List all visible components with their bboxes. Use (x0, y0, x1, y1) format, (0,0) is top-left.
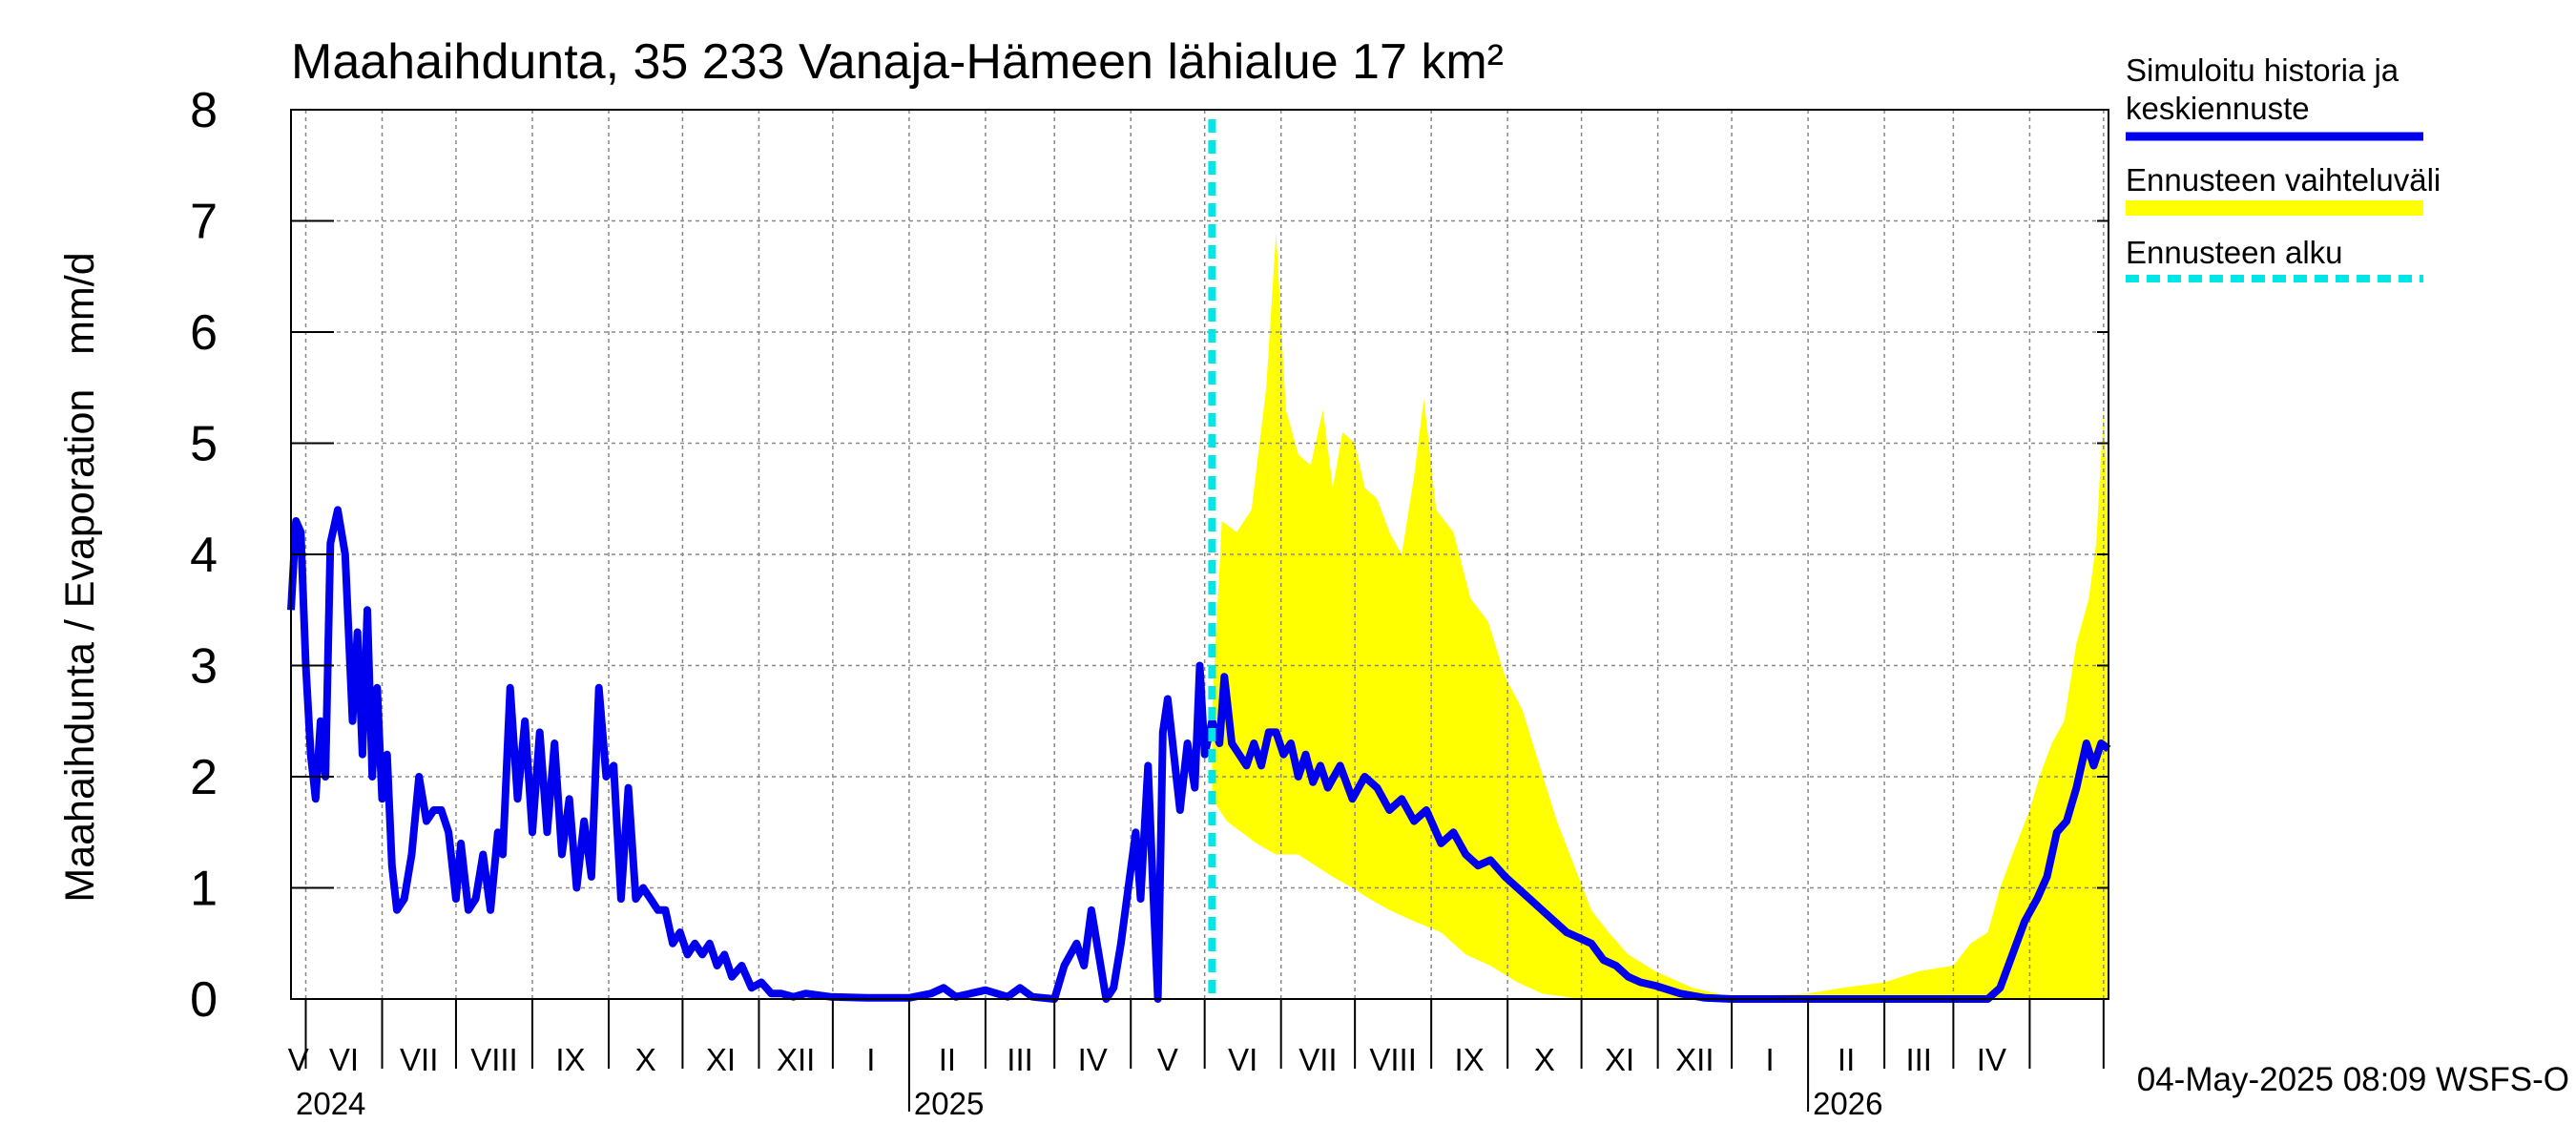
year-label: 2024 (296, 1086, 365, 1121)
year-label: 2025 (914, 1086, 984, 1121)
chart-title: Maahaihdunta, 35 233 Vanaja-Hämeen lähia… (291, 34, 1504, 90)
month-label: VI (329, 1042, 359, 1077)
month-label: X (635, 1042, 656, 1077)
legend: Simuloitu historia ja keskiennuste Ennuste… (2126, 52, 2441, 282)
y-tick-label: 6 (190, 305, 218, 361)
y-tick-label: 1 (190, 862, 218, 917)
month-label: III (1905, 1042, 1932, 1077)
month-label: I (1765, 1042, 1774, 1077)
series-layer (287, 119, 2111, 1003)
y-tick-label: 4 (190, 528, 218, 583)
month-label: IV (1078, 1042, 1108, 1077)
y-tick-label: 8 (190, 83, 218, 138)
x-axis: V VI VII VIII IX X XI XII I II III IV V VI VII VIII IX X X… (288, 999, 2105, 1121)
month-label: II (939, 1042, 956, 1077)
forecast-range-layer (1212, 232, 2109, 1000)
grid-layer (291, 110, 2109, 999)
month-label: VIII (1369, 1042, 1417, 1077)
footer-timestamp: 04-May-2025 08:09 WSFS-O (2137, 1061, 2569, 1098)
y-axis-label: Maahaihdunta / Evaporation mm/d (57, 252, 103, 902)
y-ticks: 0 1 2 3 4 5 6 7 8 (190, 83, 2109, 1028)
month-label: XI (1605, 1042, 1634, 1077)
history-line (287, 506, 2111, 1003)
month-label: I (866, 1042, 875, 1077)
month-label: VII (1298, 1042, 1337, 1077)
month-label: VIII (470, 1042, 518, 1077)
month-label: VII (400, 1042, 438, 1077)
y-tick-label: 2 (190, 750, 218, 805)
year-label: 2026 (1813, 1086, 1882, 1121)
y-tick-label: 5 (190, 417, 218, 472)
legend-label-range: Ennusteen vaihteluväli (2126, 162, 2441, 198)
month-label: III (1007, 1042, 1033, 1077)
y-tick-label: 3 (190, 639, 218, 695)
month-label: V (288, 1042, 309, 1077)
month-label: X (1534, 1042, 1555, 1077)
month-label: II (1838, 1042, 1855, 1077)
y-tick-label: 7 (190, 195, 218, 250)
legend-label-history: Simuloitu historia ja keskiennuste (2126, 52, 2399, 126)
month-label: IX (555, 1042, 585, 1077)
forecast-range-band (1212, 232, 2109, 1000)
month-label: IX (1455, 1042, 1485, 1077)
y-tick-label: 0 (190, 972, 218, 1028)
month-label: XII (777, 1042, 815, 1077)
month-label: IV (1977, 1042, 2006, 1077)
month-label: XI (706, 1042, 736, 1077)
month-label: V (1157, 1042, 1178, 1077)
legend-label-forecast-start: Ennusteen alku (2126, 235, 2343, 270)
month-label: XII (1675, 1042, 1714, 1077)
month-label: VI (1228, 1042, 1257, 1077)
